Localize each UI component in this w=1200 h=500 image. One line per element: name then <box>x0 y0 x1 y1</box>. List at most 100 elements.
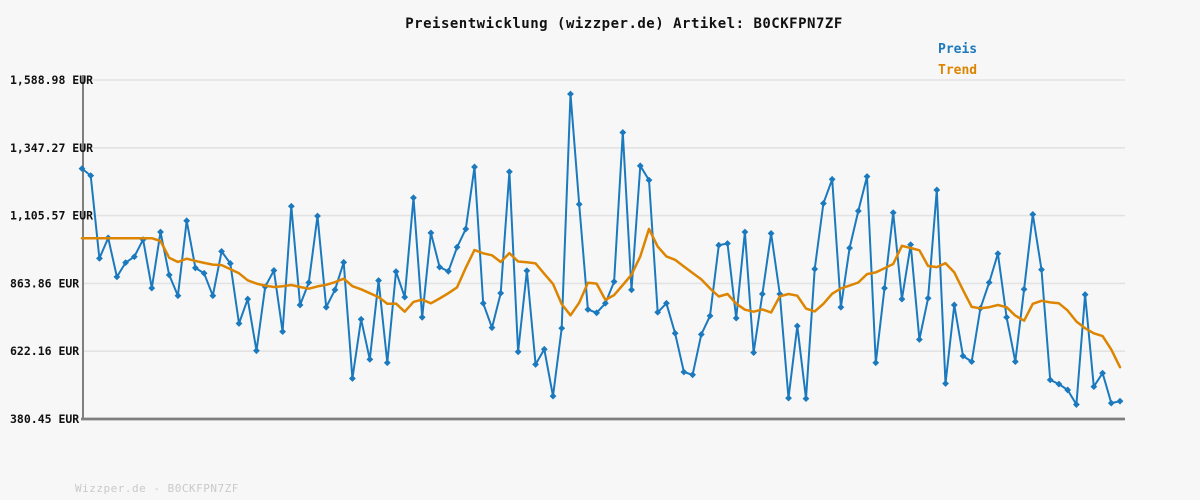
data-point-marker <box>811 265 819 273</box>
data-point-marker <box>1064 386 1072 394</box>
data-point-marker <box>715 241 723 249</box>
data-point-marker <box>183 217 191 225</box>
data-point-marker <box>479 299 487 307</box>
data-point-marker <box>558 324 566 332</box>
grid-lines <box>82 79 1125 352</box>
data-point-marker <box>959 352 967 360</box>
data-point-marker <box>436 263 444 271</box>
data-point-marker <box>985 279 993 286</box>
data-point-marker <box>331 286 339 294</box>
data-point-marker <box>1107 399 1115 407</box>
data-point-marker <box>601 299 609 307</box>
data-point-marker <box>165 271 173 279</box>
data-point-marker <box>401 293 409 301</box>
data-point-marker <box>1099 369 1106 377</box>
data-point-marker <box>593 309 601 317</box>
data-point-marker <box>793 322 801 330</box>
data-point-marker <box>191 264 199 272</box>
data-point-marker <box>122 259 130 267</box>
data-point-marker <box>375 277 382 284</box>
data-point-marker <box>872 359 880 367</box>
data-point-marker <box>427 229 435 237</box>
data-point-marker <box>506 168 513 176</box>
data-point-marker <box>148 284 156 292</box>
data-point-marker <box>270 267 278 274</box>
data-point-marker <box>410 194 417 202</box>
legend-item-trend: Trend <box>938 63 978 78</box>
data-point-marker <box>950 301 958 309</box>
data-point-marker <box>1011 358 1019 366</box>
data-point-marker <box>567 90 574 98</box>
data-point-marker <box>924 294 932 302</box>
data-point-marker <box>628 286 635 294</box>
data-point-marker <box>462 225 470 233</box>
y-axis-tick-labels: 1,588.98 EUR 1,347.27 EUR 1,105.57 EUR 863.… <box>10 73 93 426</box>
data-point-marker <box>697 331 705 338</box>
data-point-marker <box>218 247 225 255</box>
data-point-marker <box>854 207 862 215</box>
y-axis-tick-label: 1,105.57 EUR <box>10 209 93 223</box>
data-point-marker <box>881 284 888 292</box>
data-point-marker <box>837 303 845 311</box>
data-point-marker <box>444 267 452 275</box>
data-point-marker <box>244 295 252 303</box>
y-axis-tick-label: 622.16 EUR <box>10 344 79 358</box>
data-point-marker <box>113 273 121 281</box>
data-point-marker <box>671 329 679 337</box>
data-point-marker <box>287 202 295 210</box>
data-point-marker <box>1038 266 1045 274</box>
data-point-marker <box>453 243 461 251</box>
data-point-marker <box>933 186 941 194</box>
data-point-marker <box>802 395 810 403</box>
data-point-marker <box>663 299 670 307</box>
data-point-marker <box>1090 383 1098 390</box>
data-point-marker <box>209 292 217 300</box>
data-point-marker <box>732 314 740 322</box>
chart-legend: Preis Trend <box>938 39 977 81</box>
data-point-marker <box>1029 210 1037 218</box>
data-point-marker <box>889 209 897 217</box>
data-point-marker <box>1046 376 1054 384</box>
data-point-marker <box>584 306 592 313</box>
data-point-marker <box>1072 401 1080 408</box>
y-axis-tick-label: 1,347.27 EUR <box>10 141 93 155</box>
y-axis-tick-label: 1,588.98 EUR <box>10 73 93 87</box>
data-point-marker <box>575 200 583 208</box>
data-point-marker <box>322 303 330 311</box>
y-axis-tick-label: 863.86 EUR <box>10 276 79 290</box>
data-point-marker <box>383 359 391 367</box>
preis-line <box>81 93 1121 406</box>
data-point-marker <box>174 292 182 300</box>
data-point-marker <box>279 328 287 336</box>
data-point-marker <box>741 228 749 236</box>
data-point-marker <box>392 268 400 275</box>
data-point-marker <box>340 258 348 266</box>
data-point-marker <box>828 175 836 183</box>
data-point-marker <box>130 253 138 261</box>
data-point-marker <box>619 129 627 136</box>
data-point-marker <box>418 313 426 321</box>
data-point-marker <box>305 279 313 286</box>
data-point-marker <box>1003 313 1011 321</box>
data-point-marker <box>471 163 478 171</box>
data-point-marker <box>523 267 531 275</box>
data-point-marker <box>253 347 260 355</box>
data-point-marker <box>549 392 557 400</box>
data-point-marker <box>610 278 618 286</box>
data-point-marker <box>758 290 766 298</box>
data-point-marker <box>366 355 374 363</box>
data-point-marker <box>706 312 714 320</box>
data-point-marker <box>767 230 775 237</box>
y-axis-tick-label: 380.45 EUR <box>10 412 79 426</box>
data-point-marker <box>915 336 923 343</box>
data-point-marker <box>750 349 758 357</box>
legend-item-preis: Preis <box>938 42 978 57</box>
data-point-marker <box>846 244 853 252</box>
data-point-marker <box>680 368 688 376</box>
data-point-marker <box>78 165 86 173</box>
watermark: Wizzper.de - B0CKFPN7ZF <box>75 482 239 495</box>
data-point-marker <box>157 228 164 236</box>
data-point-marker <box>349 375 356 382</box>
